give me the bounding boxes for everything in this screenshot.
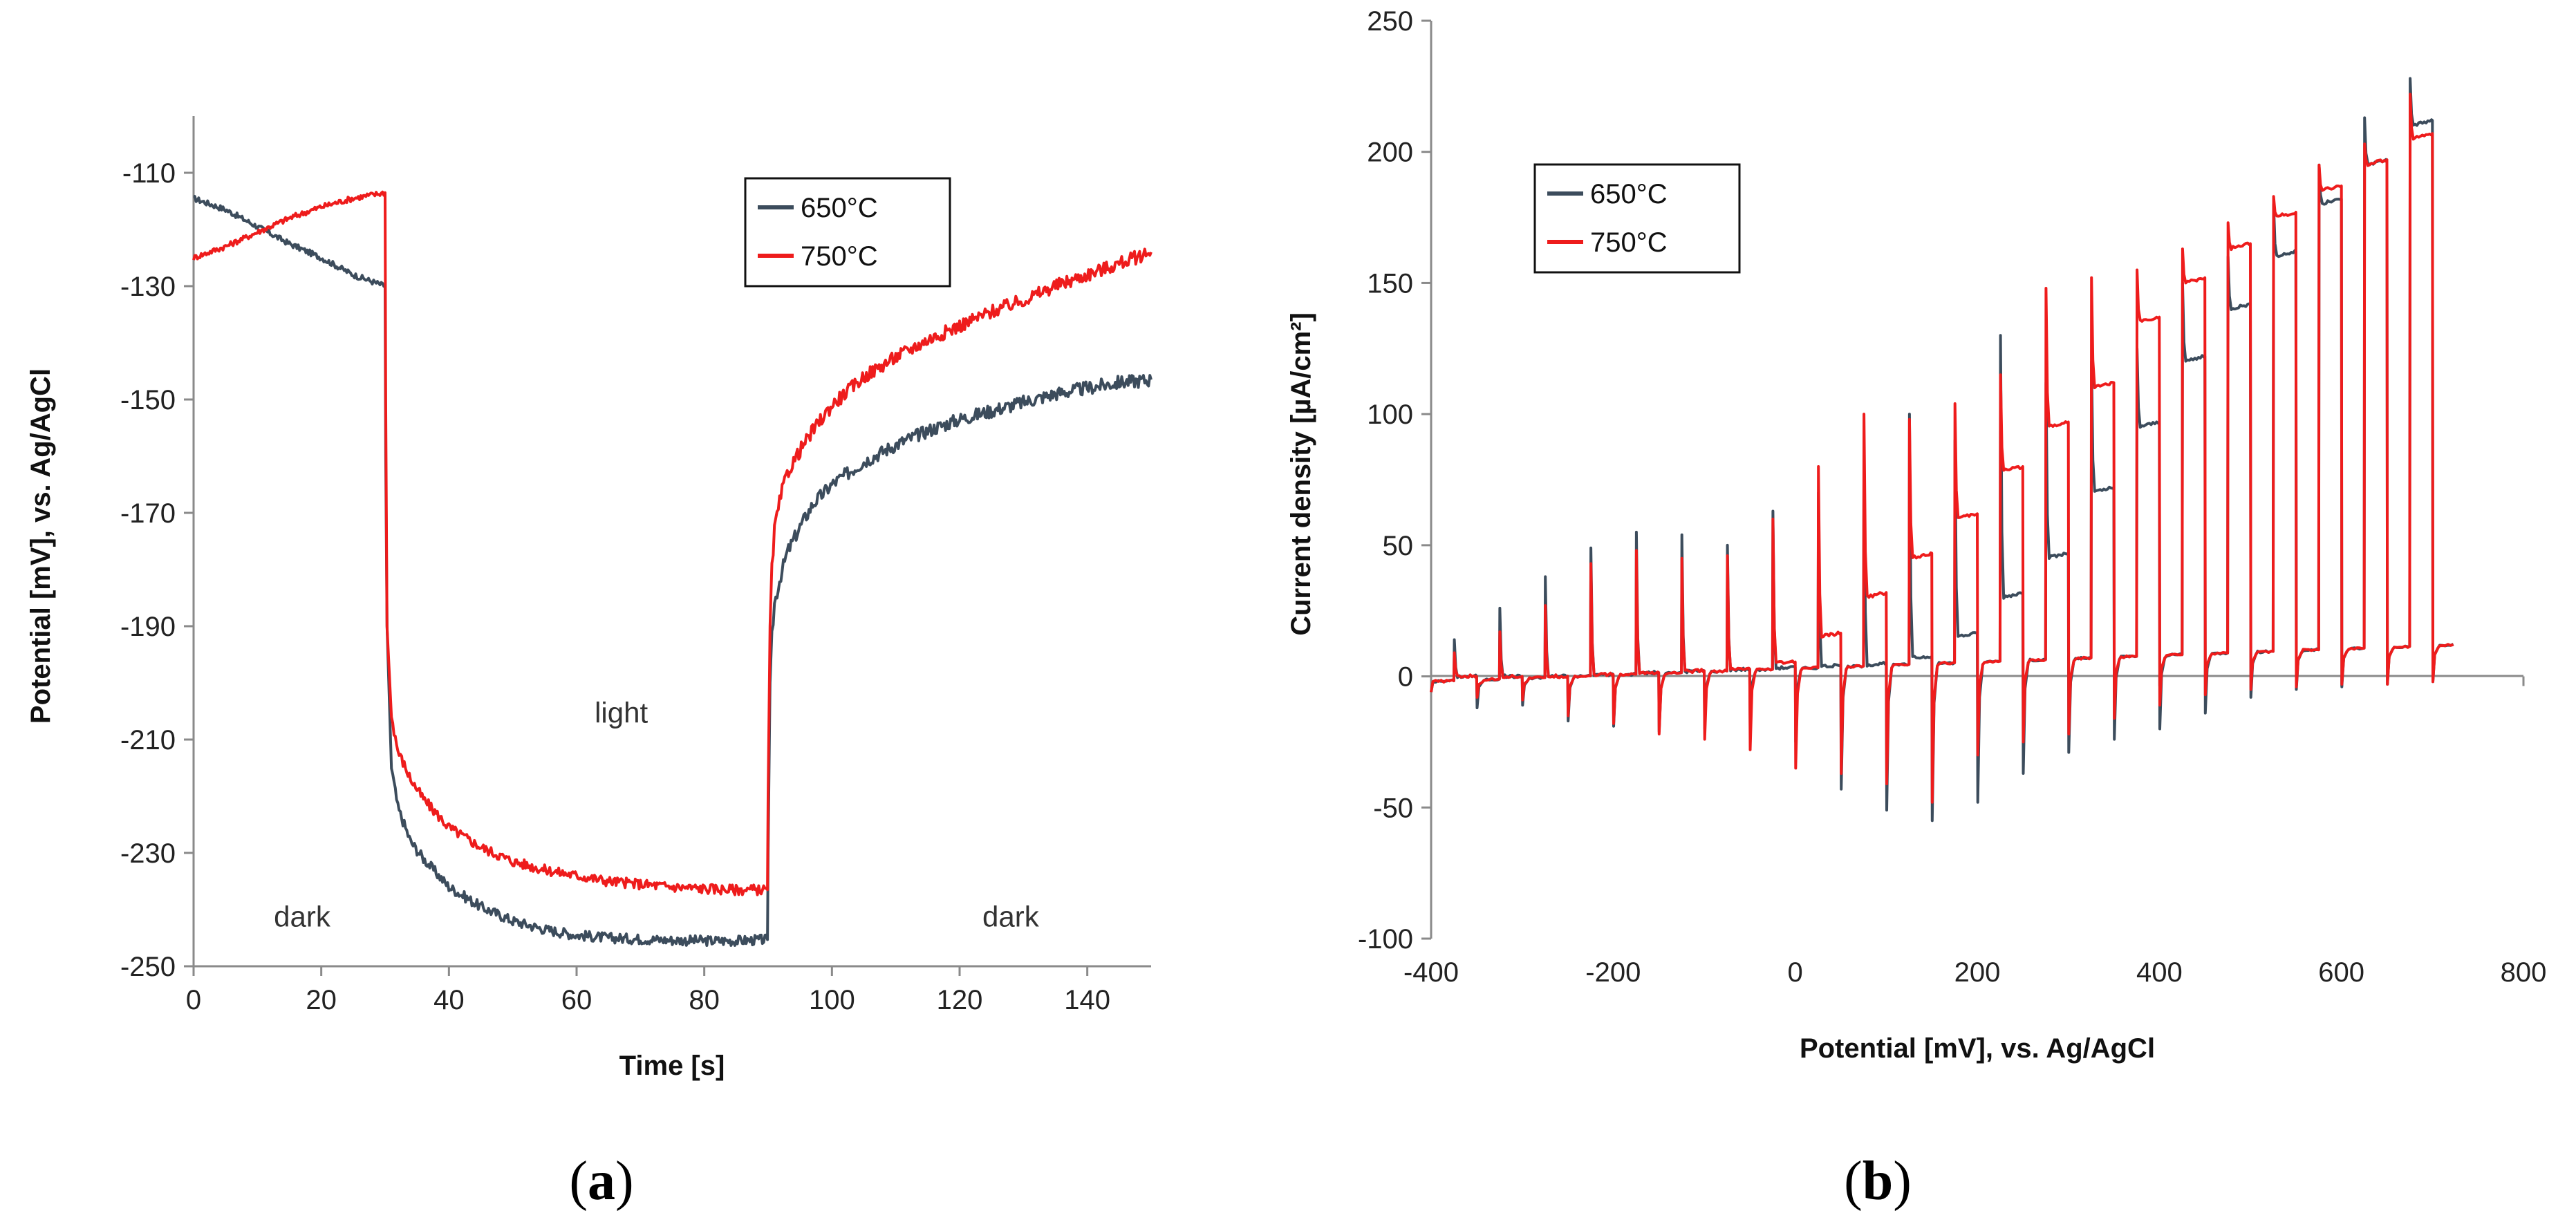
a-x-tick-label: 120 xyxy=(937,985,983,1015)
a-y-tick-label: -150 xyxy=(120,385,176,415)
a-series-line-650 xyxy=(193,194,1152,947)
a-annotation-dark: dark xyxy=(274,901,331,933)
a-x-tick-label: 60 xyxy=(561,985,592,1015)
a-legend: 650°C 750°C xyxy=(744,177,951,288)
a-y-ticks: -110 -130 -150 -170 -190 -210 -230 -250 xyxy=(120,158,194,982)
b-y-tick-label: -50 xyxy=(1373,793,1413,823)
a-y-tick-label: -230 xyxy=(120,838,176,869)
b-y-tick-label: 250 xyxy=(1367,6,1413,37)
a-y-axis-title: Potential [mV], vs. Ag/AgCl xyxy=(26,368,56,724)
b-x-tick-label: -200 xyxy=(1585,957,1641,988)
b-x-tick-label: 200 xyxy=(1954,957,2001,988)
a-series xyxy=(192,190,1152,947)
a-legend-label-750: 750°C xyxy=(801,241,878,272)
a-x-tick-label: 40 xyxy=(433,985,465,1015)
a-panel-label: (a) xyxy=(569,1151,633,1212)
a-y-tick-label: -170 xyxy=(120,498,176,529)
a-legend-box xyxy=(744,177,951,288)
b-y-tick-label: 150 xyxy=(1367,268,1413,299)
b-y-tick-label: 100 xyxy=(1367,400,1413,430)
a-panel-label-letter: a xyxy=(588,1151,615,1212)
svg-text:(a): (a) xyxy=(569,1151,633,1212)
a-x-tick-label: 0 xyxy=(186,985,201,1015)
a-y-tick-label: -110 xyxy=(122,158,176,189)
a-x-ticks: 0 20 40 60 80 100 120 140 xyxy=(186,966,1110,1015)
b-y-tick-label: 200 xyxy=(1367,138,1413,168)
b-x-tick-label: 400 xyxy=(2136,957,2183,988)
b-panel-label: (b) xyxy=(1844,1151,1912,1212)
a-y-tick-label: -130 xyxy=(120,272,176,302)
a-x-tick-label: 20 xyxy=(306,985,337,1015)
panel-b-chart: -400 -200 0 200 400 600 800 250 200 150 100 50 0 -50… xyxy=(1286,6,2546,1212)
b-x-tick-label: 600 xyxy=(2318,957,2364,988)
svg-text:(b): (b) xyxy=(1844,1151,1912,1212)
panel-a-chart: 0 20 40 60 80 100 120 140 -110-130-150-170-190-… xyxy=(26,116,1152,1212)
b-legend: 650°C 750°C xyxy=(1533,163,1741,274)
b-series xyxy=(1430,77,2454,822)
a-panel-label-open: ( xyxy=(569,1151,588,1212)
a-panel-label-close: ) xyxy=(615,1151,634,1212)
a-annotations: dark light dark xyxy=(274,696,1040,932)
b-x-tick-label: -400 xyxy=(1403,957,1459,988)
b-x-ticks: -400 -200 0 200 400 600 800 xyxy=(1403,676,2547,988)
b-x-axis-title: Potential [mV], vs. Ag/AgCl xyxy=(1800,1033,2155,1064)
b-y-ticks: 250 200 150 100 50 0 -50 -100 xyxy=(1358,6,1431,955)
a-y-tick-label: -190 xyxy=(120,612,176,642)
a-legend-label-650: 650°C xyxy=(801,193,878,223)
b-legend-box xyxy=(1533,163,1741,274)
b-legend-label-650: 650°C xyxy=(1590,179,1668,209)
b-y-tick-label: 0 xyxy=(1398,662,1413,693)
a-y-tick-label: -250 xyxy=(120,952,176,982)
b-series-line-750 xyxy=(1430,93,2454,804)
a-annotation-dark: dark xyxy=(982,901,1040,933)
a-annotation-light: light xyxy=(595,696,648,728)
a-series-line-750 xyxy=(192,190,1152,896)
a-x-axis-title: Time [s] xyxy=(619,1051,725,1081)
b-panel-label-letter: b xyxy=(1863,1151,1894,1212)
b-legend-label-750: 750°C xyxy=(1590,227,1668,258)
a-y-tick-label: -210 xyxy=(120,725,176,755)
b-panel-label-close: ) xyxy=(1893,1151,1912,1212)
b-panel-label-open: ( xyxy=(1844,1151,1863,1212)
b-y-tick-label: -100 xyxy=(1358,924,1413,955)
b-y-tick-label: 50 xyxy=(1383,531,1414,561)
b-y-axis-title: Current density [µA/cm²] xyxy=(1286,312,1316,636)
a-x-tick-label: 140 xyxy=(1064,985,1110,1015)
b-x-tick-label: 800 xyxy=(2501,957,2547,988)
b-x-tick-label: 0 xyxy=(1788,957,1803,988)
a-x-tick-label: 100 xyxy=(809,985,855,1015)
a-x-tick-label: 80 xyxy=(689,985,720,1015)
